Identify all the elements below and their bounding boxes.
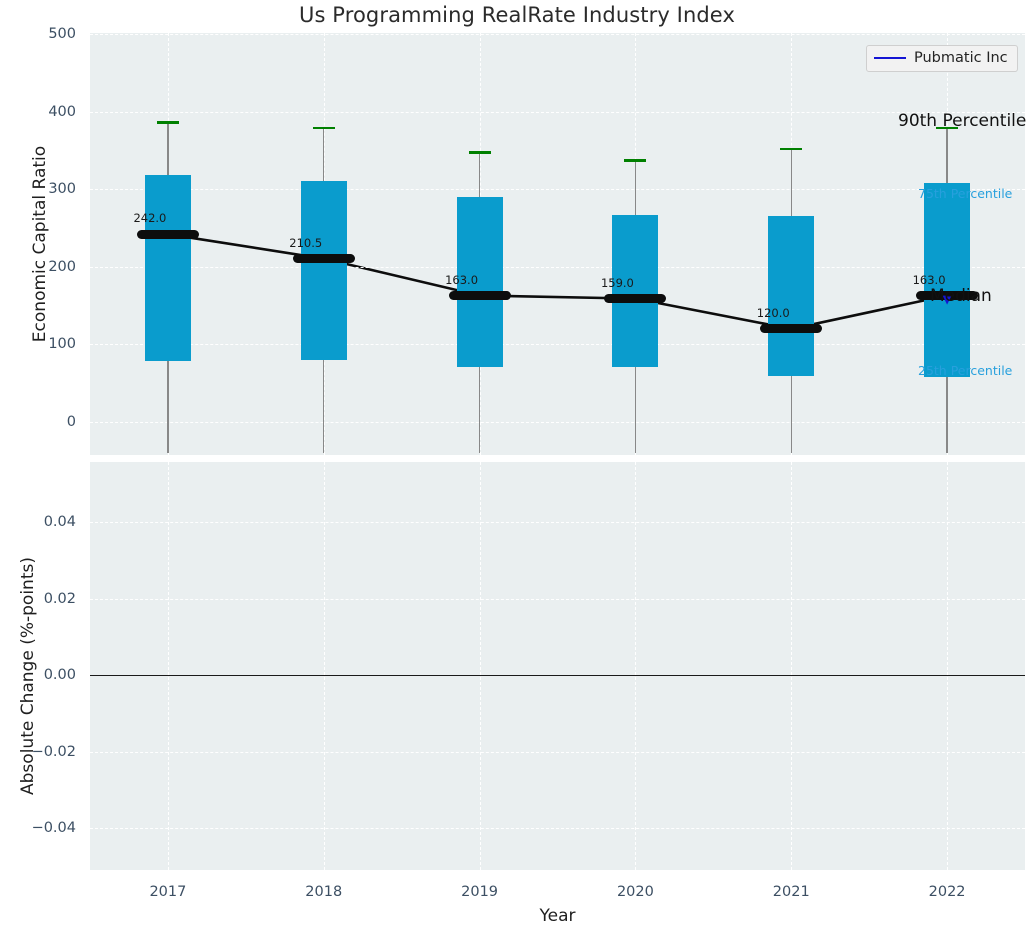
interquartile-bar[interactable]	[768, 216, 815, 377]
gridline-horizontal	[90, 111, 1025, 113]
percentile-90-cap	[312, 126, 335, 130]
median-value-label: 120.0	[756, 305, 790, 320]
y-tick-label-top: 500	[48, 26, 76, 42]
y-axis-label-bottom: Absolute Change (%-points)	[18, 557, 38, 795]
legend-line-icon	[874, 57, 906, 59]
annotation-90th-percentile: 90th Percentile	[898, 111, 1027, 131]
annotation-75th-percentile: 75th Percentile	[918, 186, 1013, 201]
median-connector-line	[167, 232, 948, 331]
median-value-label: 210.5	[289, 235, 323, 250]
annotation-25th-percentile: 25th Percentile	[918, 363, 1013, 378]
chart-title: Us Programming RealRate Industry Index	[299, 3, 735, 27]
y-tick-label-top: 100	[48, 336, 76, 353]
gridline-vertical	[167, 462, 169, 870]
x-tick-label: 2019	[461, 884, 499, 900]
gridline-horizontal	[90, 422, 1025, 423]
interquartile-bar[interactable]	[300, 180, 347, 360]
percentile-90-cap	[468, 151, 491, 155]
y-tick-label-bottom: 0.04	[43, 514, 76, 530]
legend-label-pubmatic: Pubmatic Inc	[914, 50, 1008, 66]
gridline-horizontal	[90, 522, 1025, 523]
gridline-horizontal	[90, 598, 1025, 600]
median-value-label: 242.0	[133, 211, 167, 226]
legend[interactable]: Pubmatic Inc	[866, 45, 1018, 72]
median-marker	[604, 294, 667, 304]
x-axis-label: Year	[539, 906, 576, 926]
interquartile-bar[interactable]	[924, 182, 971, 377]
bottom-panel-plot-area	[90, 462, 1025, 870]
gridline-horizontal	[90, 344, 1025, 346]
interquartile-bar[interactable]	[612, 214, 659, 367]
x-tick-label: 2021	[772, 884, 810, 900]
x-tick-label: 2018	[305, 884, 343, 900]
gridline-horizontal	[90, 34, 1025, 35]
percentile-90-cap	[156, 121, 179, 124]
y-tick-label-top: 300	[48, 181, 76, 198]
y-tick-label-bottom: −0.04	[31, 820, 76, 836]
percentile-90-cap	[780, 147, 803, 151]
gridline-vertical	[791, 462, 793, 870]
pubmatic-marker[interactable]	[942, 295, 952, 305]
interquartile-bar[interactable]	[456, 196, 503, 367]
annotation-median: Median	[930, 286, 992, 306]
gridline-vertical	[635, 462, 637, 870]
x-tick-label: 2020	[616, 884, 654, 900]
median-marker	[916, 291, 979, 300]
median-marker	[292, 254, 355, 264]
gridline-horizontal	[90, 266, 1025, 268]
gridline-vertical	[947, 462, 949, 870]
y-tick-label-bottom: 0.00	[43, 667, 76, 683]
median-value-label: 163.0	[445, 272, 479, 287]
median-marker	[760, 324, 823, 334]
y-tick-label-top: 200	[48, 258, 76, 275]
median-marker	[448, 291, 511, 300]
y-tick-label-bottom: −0.02	[31, 743, 76, 760]
y-axis-ticks: 0 100 200 300 400 500 −0.04 −0.02 0.00 0.02 0.04	[0, 0, 82, 942]
zero-reference-line	[90, 675, 1025, 676]
median-value-label: 163.0	[912, 272, 946, 287]
gridline-vertical	[323, 462, 325, 870]
y-tick-label-top: 400	[48, 103, 76, 120]
x-tick-label: 2017	[149, 884, 187, 900]
gridline-horizontal	[90, 828, 1025, 829]
percentile-90-cap	[936, 126, 959, 130]
y-tick-label-bottom: 0.02	[43, 590, 76, 607]
x-tick-label: 2022	[928, 884, 966, 900]
gridline-horizontal	[90, 751, 1025, 753]
y-axis-label-top: Economic Capital Ratio	[30, 145, 50, 343]
y-tick-label-top: 0	[66, 414, 76, 430]
percentile-90-cap	[624, 159, 647, 162]
gridline-vertical	[479, 462, 481, 870]
median-value-label: 159.0	[600, 275, 634, 290]
gridline-horizontal	[90, 189, 1025, 191]
median-marker	[136, 229, 199, 239]
interquartile-bar[interactable]	[144, 175, 191, 362]
top-panel-plot-area: 242.0 210.5 163.0 159.0 120.0 163.0	[90, 33, 1025, 455]
